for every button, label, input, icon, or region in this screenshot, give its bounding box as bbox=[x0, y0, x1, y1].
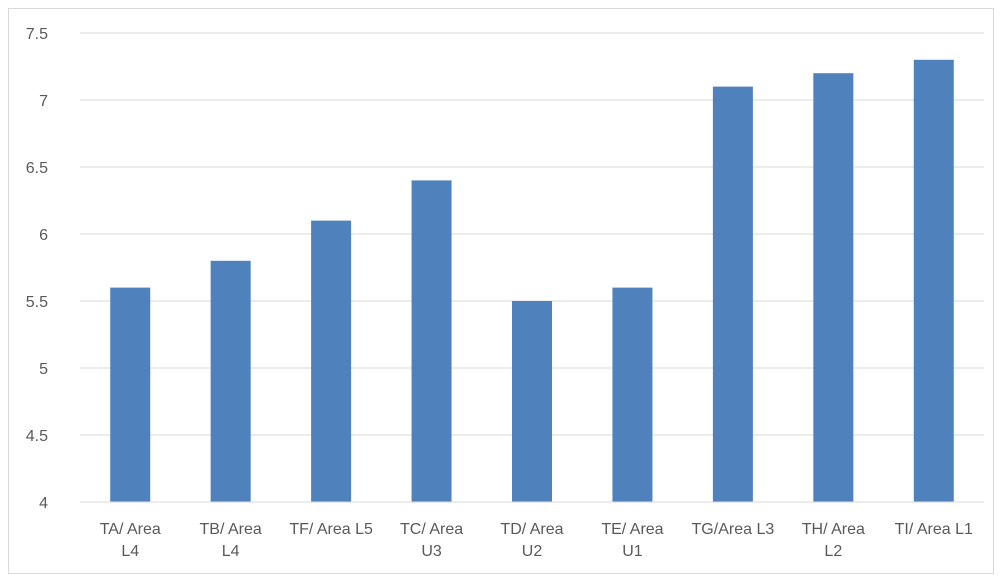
y-tick-label: 5.5 bbox=[26, 294, 48, 311]
bar bbox=[311, 220, 352, 502]
y-tick-label: 6 bbox=[39, 227, 48, 244]
y-tick-label: 4 bbox=[39, 495, 48, 512]
x-axis-labels: TA/ Area L4 TB/ Area L4 TF/ Area L5 TC/ Area U… bbox=[100, 521, 973, 560]
bar bbox=[210, 260, 251, 502]
x-category-label: U3 bbox=[421, 543, 442, 560]
bar bbox=[913, 59, 954, 503]
x-category-label: L4 bbox=[222, 543, 240, 560]
x-category-label: L2 bbox=[824, 543, 842, 560]
bar bbox=[512, 301, 552, 502]
bar bbox=[712, 86, 753, 502]
x-category-label: TH/ Area bbox=[802, 521, 865, 538]
x-category-label: L4 bbox=[121, 543, 139, 560]
bar bbox=[612, 287, 653, 502]
bars bbox=[110, 59, 954, 503]
bar bbox=[411, 180, 452, 502]
bar bbox=[813, 73, 854, 502]
y-axis-ticks: 4 4.5 5 5.5 6 6.5 7 7.5 bbox=[26, 26, 48, 512]
x-category-label: TF/ Area L5 bbox=[289, 521, 373, 538]
x-category-label: U1 bbox=[622, 543, 643, 560]
x-category-label: TI/ Area L1 bbox=[895, 521, 973, 538]
x-category-label: TA/ Area bbox=[100, 521, 161, 538]
x-category-label: TE/ Area bbox=[601, 521, 663, 538]
x-category-label: TB/ Area bbox=[200, 521, 262, 538]
x-category-label: TC/ Area bbox=[400, 521, 463, 538]
x-category-label: TG/Area L3 bbox=[692, 521, 775, 538]
y-tick-label: 4.5 bbox=[26, 428, 48, 445]
y-tick-label: 7.5 bbox=[26, 26, 48, 43]
x-category-label: TD/ Area bbox=[500, 521, 563, 538]
y-tick-label: 6.5 bbox=[26, 160, 48, 177]
y-tick-label: 7 bbox=[39, 93, 48, 110]
x-category-label: U2 bbox=[522, 543, 543, 560]
y-tick-label: 5 bbox=[39, 361, 48, 378]
bar bbox=[110, 287, 151, 502]
